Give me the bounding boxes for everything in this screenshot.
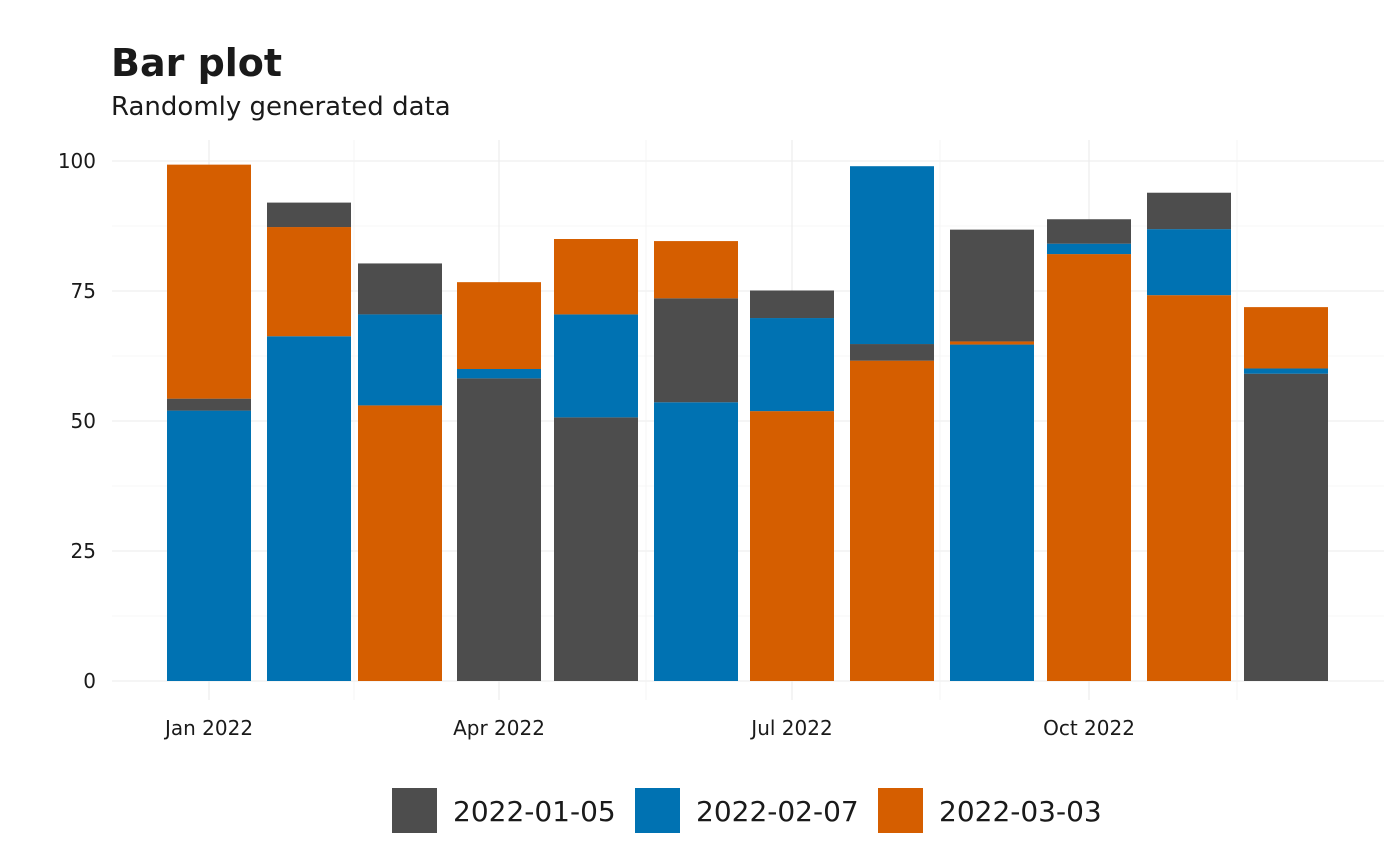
bar-segment xyxy=(554,239,638,315)
y-axis-ticks: 0 25 50 75 100 xyxy=(58,149,96,693)
bar-segment xyxy=(1244,368,1328,374)
chart-title: Bar plot xyxy=(111,41,282,85)
bar-segment xyxy=(167,398,251,411)
legend-swatch xyxy=(635,788,680,833)
bar-segment xyxy=(358,314,442,406)
x-tick-label: Apr 2022 xyxy=(453,716,545,740)
bar-segment xyxy=(457,369,541,379)
y-tick-label: 25 xyxy=(71,539,96,563)
bar-segment xyxy=(950,229,1034,342)
bar-segment xyxy=(358,405,442,681)
bars xyxy=(167,164,1328,681)
bar-segment xyxy=(850,360,934,681)
bar-segment xyxy=(1244,373,1328,681)
bar-segment xyxy=(167,410,251,681)
bar-segment xyxy=(950,341,1034,345)
bar-segment xyxy=(554,314,638,418)
bar-segment xyxy=(358,263,442,315)
bar-segment xyxy=(554,417,638,681)
x-tick-label: Jan 2022 xyxy=(163,716,253,740)
legend-swatch xyxy=(878,788,923,833)
legend-label: 2022-03-03 xyxy=(939,795,1102,828)
bar-segment xyxy=(267,227,351,337)
bar-segment xyxy=(457,378,541,681)
legend: 2022-01-05 2022-02-07 2022-03-03 xyxy=(392,788,1102,833)
bar-segment xyxy=(750,318,834,412)
bar-segment xyxy=(1244,307,1328,369)
bar-segment xyxy=(1147,229,1231,296)
bar-segment xyxy=(267,336,351,681)
bar-segment xyxy=(850,344,934,361)
bar-segment xyxy=(654,402,738,681)
x-tick-label: Oct 2022 xyxy=(1043,716,1135,740)
y-tick-label: 0 xyxy=(83,669,96,693)
bar-segment xyxy=(457,282,541,369)
bar-segment xyxy=(1047,243,1131,255)
x-tick-label: Jul 2022 xyxy=(749,716,832,740)
bar-segment xyxy=(750,411,834,681)
x-axis-ticks: Jan 2022 Apr 2022 Jul 2022 Oct 2022 xyxy=(163,716,1135,740)
legend-label: 2022-01-05 xyxy=(453,795,616,828)
chart-subtitle: Randomly generated data xyxy=(111,92,451,122)
bar-segment xyxy=(267,202,351,228)
bar-segment xyxy=(950,344,1034,681)
y-tick-label: 50 xyxy=(71,409,96,433)
bar-segment xyxy=(654,241,738,299)
bar-segment xyxy=(1147,295,1231,681)
bar-segment xyxy=(1147,192,1231,230)
bar-segment xyxy=(750,290,834,319)
y-tick-label: 75 xyxy=(71,279,96,303)
bar-segment xyxy=(1047,254,1131,681)
bar-segment xyxy=(850,166,934,345)
bar-segment xyxy=(654,298,738,403)
legend-label: 2022-02-07 xyxy=(696,795,859,828)
y-tick-label: 100 xyxy=(58,149,96,173)
legend-swatch xyxy=(392,788,437,833)
bar-segment xyxy=(167,164,251,399)
bar-segment xyxy=(1047,219,1131,244)
